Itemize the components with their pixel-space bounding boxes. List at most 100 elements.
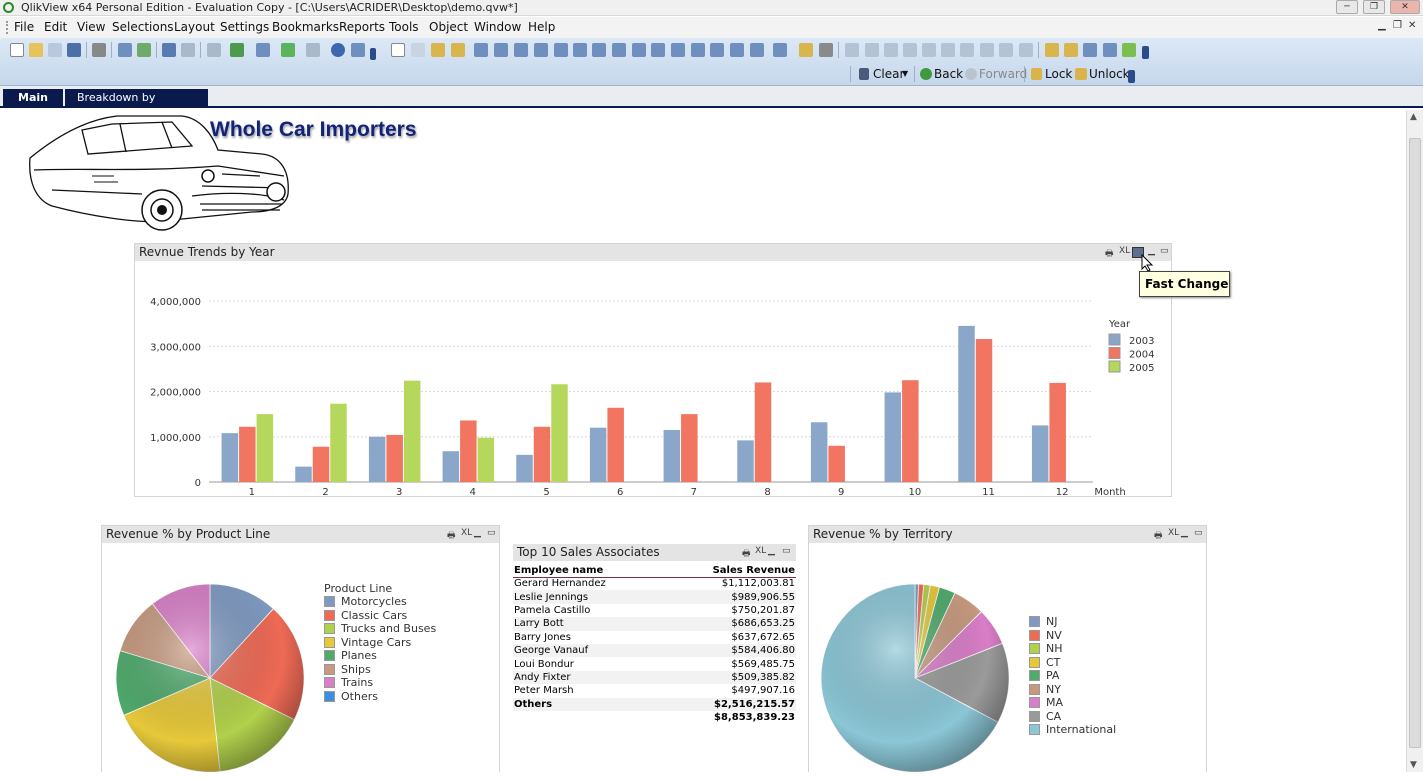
current-selections-icon[interactable]	[592, 43, 606, 57]
new-sheet-icon[interactable]	[391, 43, 405, 57]
multi-box-icon[interactable]	[514, 43, 528, 57]
territory-pie-chart[interactable]: Revenue % by Territory 🖶 XL ▁ ▭ NJ NV NH CT…	[808, 525, 1207, 773]
redo-icon[interactable]	[181, 43, 195, 57]
table-row[interactable]: Leslie Jennings $989,906.55	[513, 590, 796, 604]
minimize-object-icon[interactable]: ▁	[474, 528, 481, 538]
mdi-restore-icon[interactable]: ❐	[1393, 20, 1402, 31]
menu-window[interactable]: Window	[474, 20, 522, 34]
clear-button[interactable]: Clear	[873, 67, 905, 81]
table-box-icon[interactable]	[534, 43, 548, 57]
scroll-thumb[interactable]	[1409, 138, 1421, 748]
input-box-icon[interactable]	[573, 43, 587, 57]
custom-object-icon[interactable]	[750, 43, 764, 57]
menu-settings[interactable]: Settings	[220, 20, 270, 34]
adjust-left-icon[interactable]	[999, 43, 1013, 57]
top-sales-associates-table[interactable]: Top 10 Sales Associates 🖶 XL ▁ ▭ Employe…	[513, 544, 796, 726]
table-row[interactable]: George Vanauf $584,406.80	[513, 643, 796, 658]
align-middle-icon[interactable]	[922, 43, 936, 57]
table-row[interactable]: Pamela Castillo $750,201.87	[513, 604, 796, 617]
bookmark-object-icon[interactable]	[691, 43, 705, 57]
table-row[interactable]: Peter Marsh $497,907.16	[513, 684, 796, 697]
align-right-icon[interactable]	[884, 43, 898, 57]
undo-icon[interactable]	[162, 43, 176, 57]
table-row[interactable]: Loui Bondur $569,485.75	[513, 657, 796, 670]
document-export-icon[interactable]	[1122, 43, 1136, 57]
others-row[interactable]: Others $2,516,215.57	[513, 697, 796, 711]
clear-icon[interactable]	[859, 68, 869, 80]
image-icon[interactable]	[451, 43, 465, 57]
menu-selections[interactable]: Selections	[112, 20, 174, 34]
save-icon[interactable]	[67, 43, 81, 57]
toolbar-overflow-icon-3[interactable]	[1128, 70, 1135, 83]
open-folder-icon[interactable]	[29, 43, 43, 57]
new-document-icon[interactable]	[10, 43, 24, 57]
maximize-object-icon[interactable]: ▭	[1160, 246, 1169, 256]
chart-object-icon[interactable]	[554, 43, 568, 57]
slider-object-icon[interactable]	[671, 43, 685, 57]
network-icon[interactable]	[1103, 43, 1117, 57]
vertical-scrollbar[interactable]: ▲ ▼	[1406, 110, 1423, 772]
sheet-object-icon[interactable]	[411, 43, 425, 57]
fast-change-icon[interactable]	[1132, 247, 1144, 258]
column-header-employee[interactable]: Employee name	[513, 564, 662, 578]
menu-reports[interactable]: Reports	[339, 20, 386, 34]
chart-icon[interactable]	[256, 43, 270, 57]
share-icon[interactable]	[1064, 43, 1078, 57]
edit-mode-icon[interactable]	[1083, 43, 1097, 57]
back-icon[interactable]	[920, 68, 932, 80]
send-to-excel-icon[interactable]: XL	[1119, 246, 1131, 256]
export-icon[interactable]	[431, 43, 445, 57]
menu-tools[interactable]: Tools	[389, 20, 419, 34]
text-object-icon[interactable]	[632, 43, 646, 57]
revenue-trends-chart[interactable]: Revnue Trends by Year 🖶 XL ▁ ▭ 0 1,000,00…	[134, 243, 1172, 497]
table-row[interactable]: Andy Fixter $509,385.82	[513, 670, 796, 685]
menu-layout[interactable]: Layout	[174, 20, 215, 34]
align-top-icon[interactable]	[941, 43, 955, 57]
maximize-object-icon[interactable]: ▭	[487, 528, 496, 538]
tab-breakdown-by-product[interactable]: Breakdown by Product	[65, 89, 208, 122]
align-left-icon[interactable]	[845, 43, 859, 57]
toolbar-overflow-icon-2[interactable]	[1142, 46, 1149, 59]
clear-dropdown-icon[interactable]: ▼	[902, 69, 909, 78]
maximize-object-icon[interactable]: ▭	[782, 546, 791, 556]
column-header-sales-revenue[interactable]: Sales Revenue	[661, 564, 796, 578]
space-vertical-icon[interactable]	[980, 43, 994, 57]
send-to-excel-icon[interactable]: XL	[1168, 528, 1180, 538]
minimize-object-icon[interactable]: ▁	[768, 546, 775, 556]
print-icon[interactable]: 🖶	[1154, 531, 1163, 541]
maximize-button[interactable]: ❐	[1363, 0, 1385, 14]
space-horizontal-icon[interactable]	[960, 43, 974, 57]
adjust-top-icon[interactable]	[1019, 43, 1033, 57]
selections-icon[interactable]	[230, 43, 244, 57]
menu-view[interactable]: View	[77, 20, 106, 34]
edit-icon[interactable]	[306, 43, 320, 57]
reload-icon[interactable]	[48, 43, 62, 57]
print-icon[interactable]: 🖶	[447, 531, 456, 541]
send-to-excel-icon[interactable]: XL	[461, 528, 473, 538]
menu-object[interactable]: Object	[429, 20, 469, 34]
line-arrow-icon[interactable]	[651, 43, 665, 57]
minimize-object-icon[interactable]: ▁	[1148, 246, 1155, 256]
close-button[interactable]: ✕	[1390, 0, 1420, 14]
table-row[interactable]: Gerard Hernandez $1,112,003.81	[513, 577, 796, 590]
print-icon[interactable]: 🖶	[742, 549, 751, 559]
product-line-pie-chart[interactable]: Revenue % by Product Line 🖶 XL ▁ ▭ Produ…	[101, 525, 500, 773]
unlock-button[interactable]: Unlock	[1089, 67, 1130, 81]
tab-main[interactable]: Main	[3, 89, 63, 107]
menu-file[interactable]: File	[14, 20, 35, 34]
search-icon[interactable]	[207, 43, 221, 57]
edit-script-icon[interactable]	[118, 43, 132, 57]
context-help-icon[interactable]	[351, 43, 365, 57]
user-icon[interactable]	[1045, 43, 1059, 57]
maximize-object-icon[interactable]: ▭	[1194, 528, 1203, 538]
design-grid-icon[interactable]	[799, 43, 813, 57]
lock-button[interactable]: Lock	[1045, 67, 1073, 81]
properties-icon[interactable]	[773, 43, 787, 57]
menu-help[interactable]: Help	[528, 20, 556, 34]
mdi-close-icon[interactable]: ✕	[1408, 20, 1417, 31]
container-icon[interactable]	[730, 43, 744, 57]
print-icon[interactable]	[92, 43, 106, 57]
minimize-object-icon[interactable]: ▁	[1181, 528, 1188, 538]
scroll-up-icon[interactable]: ▲	[1410, 112, 1417, 122]
print-icon[interactable]: 🖶	[1105, 249, 1114, 259]
